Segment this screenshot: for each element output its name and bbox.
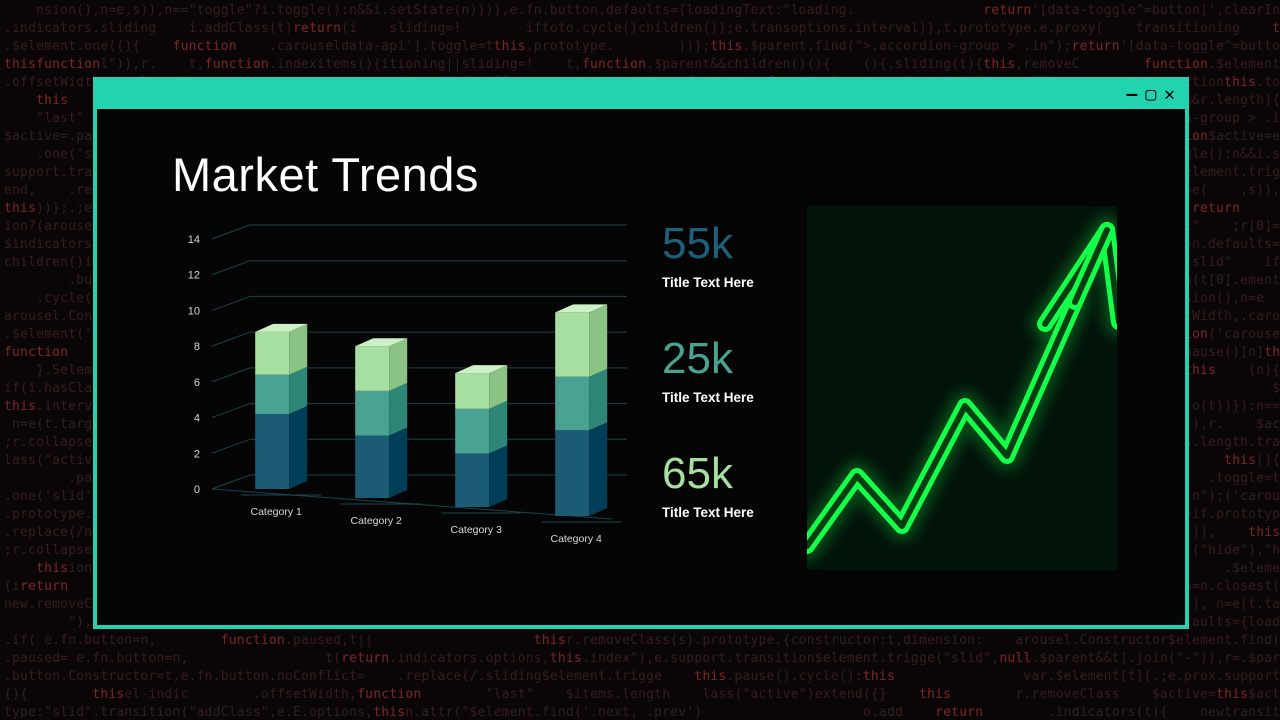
svg-text:6: 6 [194,377,200,389]
svg-text:Category 2: Category 2 [351,515,403,527]
window-minimize-icon[interactable]: — [1126,86,1137,104]
svg-text:Category 3: Category 3 [451,524,503,536]
svg-text:2: 2 [194,448,200,460]
stat-block: 55k Title Text Here [662,219,754,290]
svg-text:14: 14 [188,234,200,246]
svg-text:0: 0 [194,484,200,496]
stat-block: 65k Title Text Here [662,449,754,520]
svg-text:Category 1: Category 1 [251,506,303,518]
stat-block: 25k Title Text Here [662,334,754,405]
svg-text:12: 12 [188,270,200,282]
stat-value: 55k [662,219,754,269]
window-close-icon[interactable]: ✕ [1164,86,1175,104]
window-body: Market Trends 0 2 4 6 8 10 12 14 Category 1 Categ… [97,109,1185,625]
stat-value: 25k [662,334,754,384]
app-window: — ▢ ✕ Market Trends 0 2 4 6 8 10 12 14 Category … [93,77,1189,629]
stat-caption: Title Text Here [662,505,754,520]
svg-text:Category 4: Category 4 [551,533,603,545]
window-maximize-icon[interactable]: ▢ [1145,86,1156,104]
svg-text:8: 8 [194,341,200,353]
neon-arrow-image [807,206,1117,570]
svg-text:4: 4 [194,413,200,425]
page-title: Market Trends [172,147,479,202]
window-titlebar: — ▢ ✕ [97,81,1185,109]
bar-chart-3d: 0 2 4 6 8 10 12 14 Category 1 Category 2 Category … [157,219,627,569]
svg-text:10: 10 [188,305,200,317]
stat-caption: Title Text Here [662,390,754,405]
stat-value: 65k [662,449,754,499]
stat-caption: Title Text Here [662,275,754,290]
stats-column: 55k Title Text Here 25k Title Text Here 65k T… [662,219,754,520]
